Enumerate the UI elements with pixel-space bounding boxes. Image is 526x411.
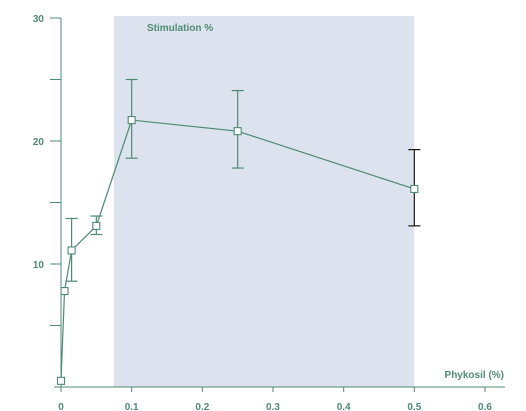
x-tick-label: 0 — [58, 402, 64, 411]
stimulation-band-label: Stimulation % — [147, 23, 213, 34]
data-point — [127, 116, 136, 125]
series — [56, 78, 421, 385]
y-tick-label: 10 — [33, 260, 45, 271]
x-tick-label: 0.5 — [407, 402, 421, 411]
data-point — [233, 127, 242, 136]
x-axis-label: Phykosil (%) — [445, 370, 504, 381]
data-point — [410, 184, 419, 194]
ticks: 0 0.1 0.2 0.3 0.4 0.5 0.6 10 20 30 — [33, 14, 493, 411]
x-tick-label: 0.4 — [337, 402, 351, 411]
y-tick-label: 30 — [33, 14, 45, 25]
data-point — [56, 376, 66, 385]
x-tick-label: 0.1 — [125, 402, 139, 411]
stimulation-band — [114, 16, 415, 387]
data-point — [92, 221, 101, 230]
x-tick-label: 0.2 — [195, 402, 209, 411]
y-tick-label: 20 — [33, 137, 45, 148]
x-tick-label: 0.3 — [266, 402, 280, 411]
data-point — [67, 246, 76, 255]
data-point — [60, 287, 69, 296]
x-tick-label: 0.6 — [478, 402, 492, 411]
